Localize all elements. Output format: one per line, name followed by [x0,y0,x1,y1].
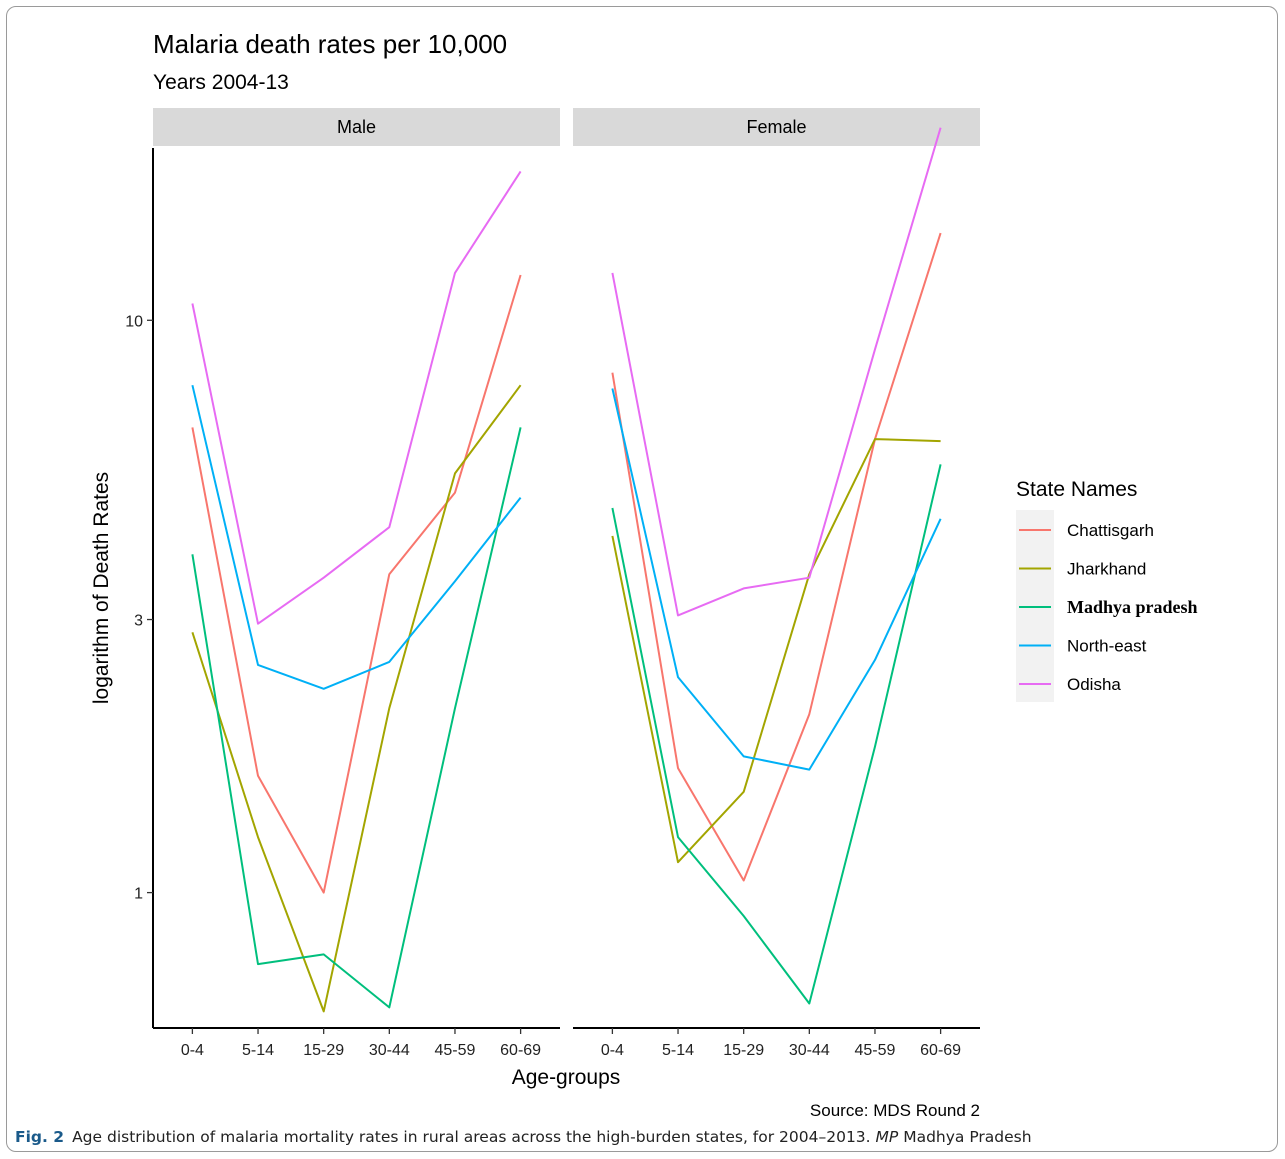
x-tick-label: 5-14 [242,1042,274,1059]
legend-title: State Names [1016,478,1137,501]
figure-label: Fig. 2 [15,1128,65,1146]
x-tick-label: 0-4 [181,1042,204,1059]
chart: Malaria death rates per 10,000 Years 200… [90,29,1198,1120]
series-line-madhya-pradesh-female [611,464,942,1005]
facet-strip-label: Male [337,117,376,137]
legend: State Names Chattisgarh Jharkhand Madhya p… [1016,478,1198,702]
series-line-jharkhand-female [611,438,941,864]
legend-label: Chattisgarh [1067,521,1154,540]
x-tick-label: 60-69 [920,1042,961,1059]
legend-label: Odisha [1067,675,1121,694]
facet-strip-female [573,108,980,146]
figure-caption-abbr: MP [875,1128,899,1146]
figure-caption-text: Age distribution of malaria mortality ra… [72,1128,871,1146]
series-line-jharkhand-male [191,384,522,1013]
y-axis-title: logarithm of Death Rates [90,472,113,704]
legend-label: North-east [1067,637,1147,656]
y-axis: 1 3 10 [125,148,154,1028]
x-tick-label: 30-44 [369,1042,410,1059]
chart-title: Malaria death rates per 10,000 [153,29,507,59]
x-tick-label: 0-4 [601,1042,624,1059]
legend-label: Madhya pradesh [1067,597,1198,617]
y-tick-label: 3 [134,613,143,630]
series-line-north-east-female [611,388,942,771]
legend-item: Madhya pradesh [1019,597,1198,617]
series-line-odisha-female [611,127,942,617]
series-line-madhya-pradesh-male [191,427,522,1009]
legend-item: Jharkhand [1019,560,1146,579]
figure-frame [6,6,1278,1152]
legend-item: Odisha [1019,675,1121,694]
facet-strip-label: Female [746,117,806,137]
x-tick-label: 5-14 [662,1042,694,1059]
facet-strip-male [153,108,560,146]
x-tick-label: 45-59 [435,1042,476,1059]
chart-source-caption: Source: MDS Round 2 [810,1101,980,1120]
series-line-odisha-male [191,170,522,625]
y-tick-label: 1 [134,886,143,903]
figure-caption: Fig. 2 Age distribution of malaria mortal… [15,1128,1032,1146]
series-line-chattisgarh-male [191,274,522,894]
x-axis-title: Age-groups [512,1066,621,1089]
y-tick-label: 10 [125,313,143,330]
legend-item: Chattisgarh [1019,521,1154,540]
legend-label: Jharkhand [1067,560,1146,579]
x-tick-label: 60-69 [500,1042,541,1059]
x-tick-label: 15-29 [723,1042,764,1059]
x-tick-label: 30-44 [789,1042,830,1059]
legend-item: North-east [1019,637,1147,656]
facet-panels: Male 0-4 5-14 15-29 30-44 45-59 60-69 Female 0-4… [153,108,980,1059]
x-tick-label: 45-59 [855,1042,896,1059]
figure-caption-abbr-text: Madhya Pradesh [903,1128,1032,1146]
series-line-chattisgarh-female [611,232,942,882]
series-line-north-east-male [191,384,522,690]
x-tick-label: 15-29 [303,1042,344,1059]
facet-panel-female: Female 0-4 5-14 15-29 30-44 45-59 60-69 [573,108,980,1059]
facet-panel-male: Male 0-4 5-14 15-29 30-44 45-59 60-69 [153,108,560,1059]
chart-subtitle: Years 2004-13 [153,71,289,94]
